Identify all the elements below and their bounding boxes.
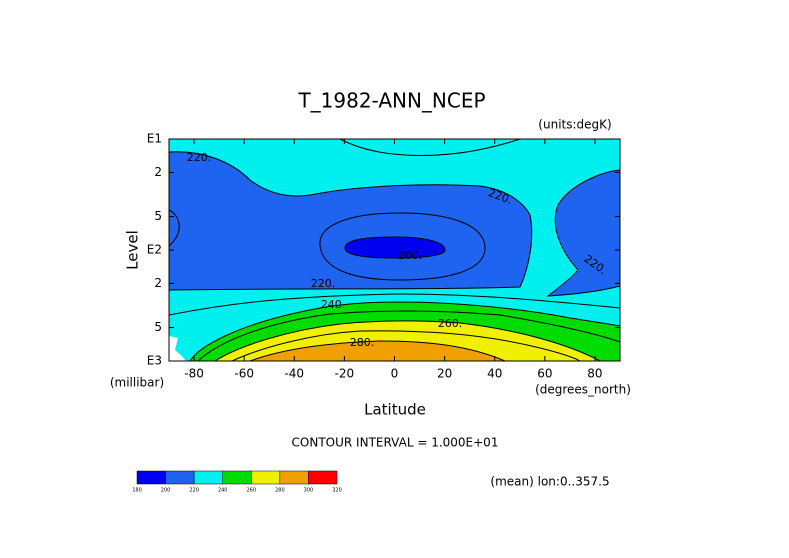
contour-label: 280. — [350, 336, 375, 349]
contour-label: 200. — [398, 249, 423, 262]
contour-line — [189, 301, 621, 362]
x-tick-label: 60 — [537, 367, 552, 381]
contour-line — [319, 212, 486, 281]
colorbar-box — [308, 470, 338, 485]
contour-line — [197, 310, 621, 362]
contour-label: 260. — [438, 317, 463, 330]
contour-line — [168, 209, 180, 247]
y-tick-label: E3 — [147, 354, 162, 368]
colorbar-label: 200 — [161, 488, 171, 494]
colorbar-label: 280 — [275, 488, 285, 494]
colorbar-box — [165, 470, 195, 485]
contour-line — [214, 320, 601, 362]
contour-fill — [548, 170, 620, 296]
colorbar-box — [193, 470, 223, 485]
x-tick-label: 80 — [587, 367, 602, 381]
contour-fill — [345, 237, 445, 258]
contour-line — [339, 138, 521, 156]
units-label: (units:degK) — [538, 118, 611, 132]
interval-text: CONTOUR INTERVAL = 1.000E+01 — [292, 436, 499, 450]
contour-fill — [250, 341, 505, 361]
contour-line — [249, 340, 506, 362]
x-tick-label: -80 — [184, 367, 204, 381]
y-tick-label: 2 — [154, 276, 162, 290]
x-tick-label: -60 — [234, 367, 254, 381]
y-tick-label: E2 — [147, 243, 162, 257]
y-tick-label: 5 — [154, 320, 162, 334]
contour-label: 220. — [311, 277, 336, 290]
x-unit-label: (degrees_north) — [535, 383, 631, 397]
x-axis-label: Latitude — [364, 401, 426, 419]
y-tick-label: 5 — [154, 209, 162, 223]
contour-fill — [169, 151, 532, 290]
colorbar-label: 220 — [189, 488, 199, 494]
missing-area — [169, 336, 186, 361]
contour-label: 240. — [321, 298, 346, 311]
colorbar-box — [279, 470, 309, 485]
y-unit-label: (millibar) — [110, 376, 164, 390]
y-axis-label: Level — [124, 230, 142, 270]
colorbar-label: 300 — [304, 488, 314, 494]
contour-line — [231, 330, 581, 362]
colorbar-box — [136, 470, 166, 485]
x-tick-label: 0 — [391, 367, 399, 381]
footer-text: (mean) lon:0..357.5 — [490, 475, 609, 489]
contour-line — [168, 151, 533, 291]
contour-label: 220. — [187, 151, 212, 164]
x-tick-label: -40 — [284, 367, 304, 381]
colorbar-label: 320 — [332, 488, 342, 494]
y-tick-label: 2 — [154, 165, 162, 179]
y-tick-label: E1 — [147, 132, 162, 146]
x-tick-label: -20 — [335, 367, 355, 381]
colorbar-box — [222, 470, 252, 485]
x-tick-label: 20 — [437, 367, 452, 381]
chart-title: T_1982-ANN_NCEP — [297, 89, 485, 113]
contour-line — [168, 293, 621, 316]
colorbar-label: 240 — [218, 488, 228, 494]
x-tick-label: 40 — [487, 367, 502, 381]
contour-line — [546, 169, 621, 297]
colorbar-label: 180 — [132, 488, 142, 494]
contour-line — [344, 236, 446, 259]
colorbar-box — [251, 470, 281, 485]
colorbar-label: 260 — [247, 488, 257, 494]
